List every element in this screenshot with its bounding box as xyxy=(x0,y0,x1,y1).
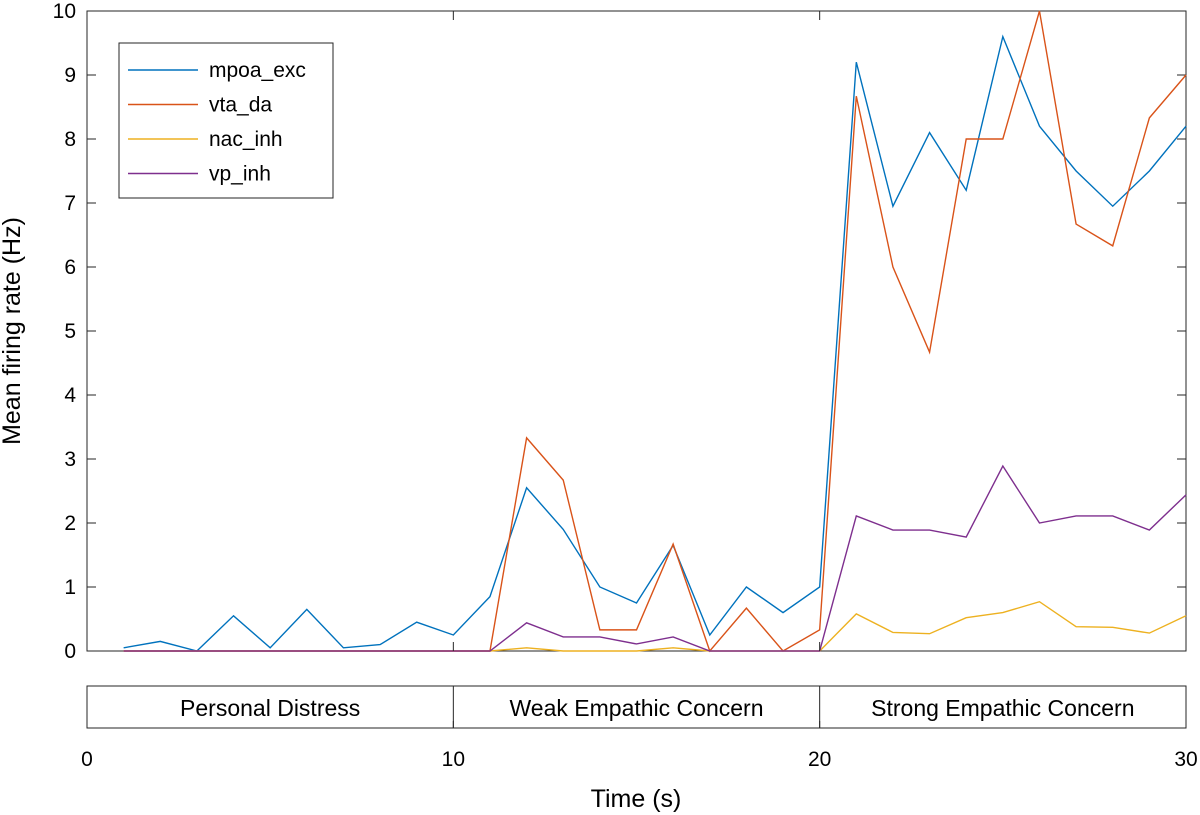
x-axis: 0 10 20 30 xyxy=(81,11,1198,771)
y-tick-label: 6 xyxy=(64,256,76,279)
phase-bar: Personal Distress Weak Empathic Concern St… xyxy=(86,685,1187,729)
y-tick-label: 9 xyxy=(64,64,76,87)
series-line-vp-inh xyxy=(123,464,1187,652)
y-tick-label: 0 xyxy=(64,640,76,663)
phase-label: Weak Empathic Concern xyxy=(510,695,764,721)
y-tick-label: 1 xyxy=(64,576,76,599)
legend: mpoa_exc vta_da nac_inh vp_inh xyxy=(118,42,334,199)
y-axis: 0 1 2 3 4 5 6 7 8 9 10 xyxy=(53,0,1186,663)
phase-bar-frame xyxy=(86,685,1187,729)
y-tick-label: 7 xyxy=(64,192,76,215)
series-lines xyxy=(123,10,1187,653)
y-tick-label: 10 xyxy=(53,0,76,23)
phase-label: Personal Distress xyxy=(180,695,360,721)
x-axis-title: Time (s) xyxy=(591,785,682,813)
y-tick-label: 5 xyxy=(64,320,76,343)
legend-label: mpoa_exc xyxy=(209,59,306,82)
phase-label: Strong Empathic Concern xyxy=(871,695,1134,721)
y-axis-title: Mean firing rate (Hz) xyxy=(0,217,26,445)
series-line-mpoa-exc xyxy=(123,34,1187,652)
y-tick-label: 4 xyxy=(64,384,76,407)
x-tick-label: 30 xyxy=(1174,748,1197,771)
x-tick-label: 0 xyxy=(81,748,93,771)
y-tick-label: 8 xyxy=(64,128,76,151)
legend-label: nac_inh xyxy=(209,128,283,151)
x-tick-label: 10 xyxy=(442,748,465,771)
legend-label: vp_inh xyxy=(209,163,271,186)
legend-box xyxy=(118,42,334,199)
y-tick-label: 3 xyxy=(64,448,76,471)
y-tick-label: 2 xyxy=(64,512,76,535)
legend-label: vta_da xyxy=(209,94,272,117)
x-tick-label: 20 xyxy=(808,748,831,771)
